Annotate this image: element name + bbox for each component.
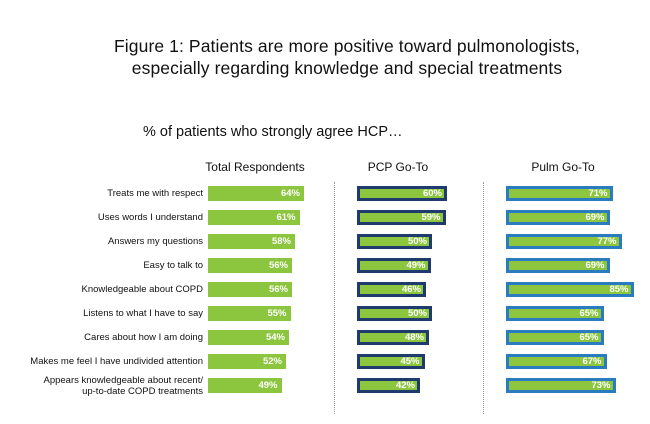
bar-value-label: 56% xyxy=(268,283,288,295)
category-label: Knowledgeable about COPD xyxy=(81,284,203,295)
bar-value-label: 77% xyxy=(597,235,617,247)
bar-value-label: 69% xyxy=(585,211,605,223)
bar-pulm: 65% xyxy=(506,306,604,321)
bar-pcp: 42% xyxy=(357,378,420,393)
group-separator xyxy=(334,182,335,414)
bar-pulm: 65% xyxy=(506,330,604,345)
bar-value-label: 64% xyxy=(280,187,300,199)
category-label: Cares about how I am doing xyxy=(84,332,203,343)
bar-value-label: 54% xyxy=(265,331,285,343)
bar-value-label: 48% xyxy=(404,331,424,343)
bar-total: 58% xyxy=(208,234,295,249)
bar-pulm: 73% xyxy=(506,378,616,393)
category-label: Appears knowledgeable about recent/up-to… xyxy=(43,375,203,397)
series-header-pcp: PCP Go-To xyxy=(367,160,429,174)
group-separator xyxy=(483,182,484,414)
bar-value-label: 65% xyxy=(579,307,599,319)
bar-value-label: 71% xyxy=(588,187,608,199)
bar-total: 54% xyxy=(208,330,289,345)
bar-value-label: 85% xyxy=(609,283,629,295)
bar-pcp: 46% xyxy=(357,282,426,297)
chart-title-line-1: Figure 1: Patients are more positive tow… xyxy=(114,36,580,56)
bar-value-label: 60% xyxy=(422,187,442,199)
bar-value-label: 49% xyxy=(406,259,426,271)
bar-pulm: 77% xyxy=(506,234,622,249)
category-label: Treats me with respect xyxy=(107,188,203,199)
bar-total: 55% xyxy=(208,306,291,321)
bar-value-label: 42% xyxy=(395,379,415,391)
bar-value-label: 55% xyxy=(267,307,287,319)
bar-value-label: 52% xyxy=(262,355,282,367)
bar-value-label: 50% xyxy=(407,307,427,319)
bar-value-label: 56% xyxy=(268,259,288,271)
bar-value-label: 45% xyxy=(400,355,420,367)
category-label: Makes me feel I have undivided attention xyxy=(30,356,203,367)
bar-total: 61% xyxy=(208,210,300,225)
category-label: Listens to what I have to say xyxy=(83,308,203,319)
bar-pcp: 49% xyxy=(357,258,431,273)
series-header-total: Total Respondents xyxy=(205,160,305,174)
bar-value-label: 46% xyxy=(401,283,421,295)
bar-value-label: 65% xyxy=(579,331,599,343)
bar-total: 52% xyxy=(208,354,286,369)
category-label: Uses words I understand xyxy=(97,212,203,223)
bar-value-label: 69% xyxy=(585,259,605,271)
series-header-pulm: Pulm Go-To xyxy=(531,160,595,174)
bar-pcp: 50% xyxy=(357,306,432,321)
bar-value-label: 59% xyxy=(421,211,441,223)
bar-value-label: 67% xyxy=(582,355,602,367)
bar-value-label: 49% xyxy=(258,379,278,391)
category-label: Answers my questions xyxy=(107,236,203,247)
bar-total: 49% xyxy=(208,378,282,393)
bar-total: 64% xyxy=(208,186,304,201)
bar-pulm: 69% xyxy=(506,258,610,273)
bar-pcp: 50% xyxy=(357,234,432,249)
bar-value-label: 73% xyxy=(591,379,611,391)
category-label: Easy to talk to xyxy=(143,260,203,271)
chart-subtitle: % of patients who strongly agree HCP… xyxy=(143,124,403,140)
bar-pcp: 59% xyxy=(357,210,446,225)
bar-total: 56% xyxy=(208,282,292,297)
bar-pulm: 85% xyxy=(506,282,634,297)
bar-pulm: 69% xyxy=(506,210,610,225)
bar-pulm: 71% xyxy=(506,186,613,201)
chart-title-line-2: especially regarding knowledge and speci… xyxy=(131,58,563,78)
bar-pcp: 45% xyxy=(357,354,425,369)
bar-value-label: 58% xyxy=(271,235,291,247)
bar-pcp: 48% xyxy=(357,330,429,345)
bar-total: 56% xyxy=(208,258,292,273)
bar-value-label: 61% xyxy=(276,211,296,223)
bar-pulm: 67% xyxy=(506,354,607,369)
bar-pcp: 60% xyxy=(357,186,447,201)
bar-value-label: 50% xyxy=(407,235,427,247)
